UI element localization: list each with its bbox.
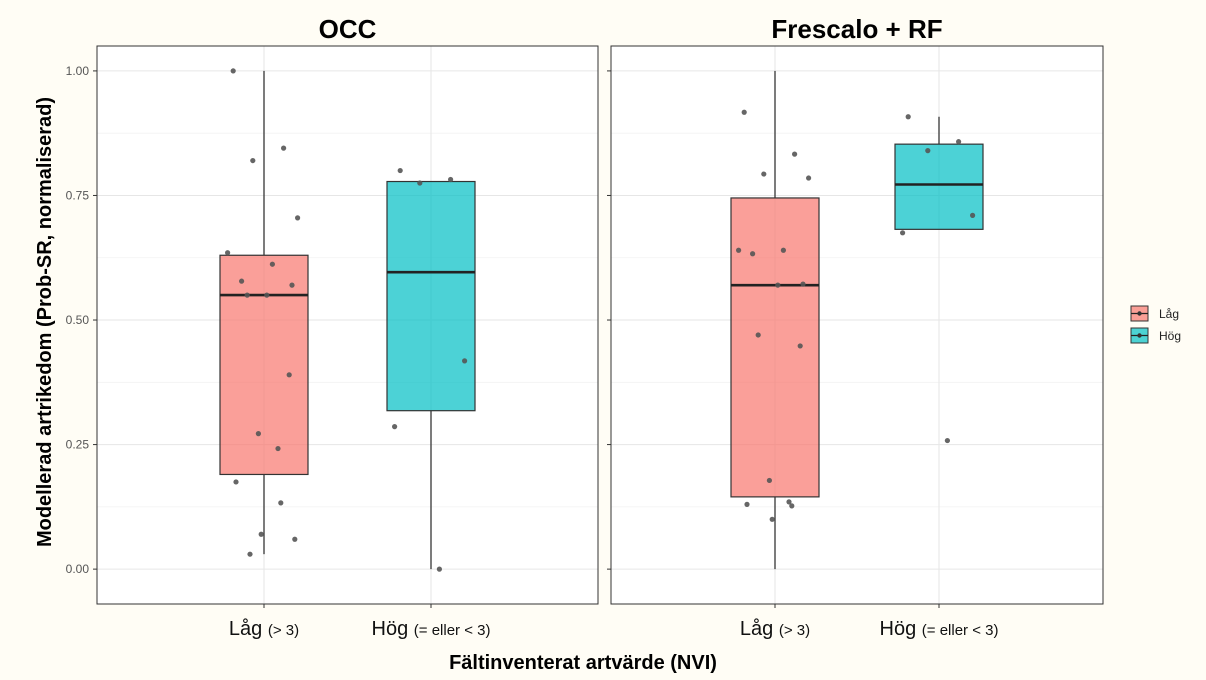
y-tick-label: 0.00 bbox=[66, 562, 90, 576]
data-point bbox=[956, 139, 962, 145]
data-point bbox=[769, 516, 775, 522]
data-point bbox=[792, 151, 798, 157]
panel-background bbox=[611, 46, 1103, 604]
data-point bbox=[230, 68, 236, 74]
data-point bbox=[761, 171, 767, 177]
y-axis-title: Modellerad artrikedom (Prob-SR, normalis… bbox=[34, 97, 56, 547]
data-point bbox=[905, 114, 911, 120]
data-point bbox=[295, 215, 301, 221]
data-point bbox=[269, 261, 275, 267]
data-point bbox=[250, 157, 256, 164]
panel-title: Frescalo + RF bbox=[771, 14, 942, 44]
data-point bbox=[789, 503, 795, 509]
data-point bbox=[278, 500, 284, 506]
data-point bbox=[800, 281, 806, 287]
x-tick-label: Låg (> 3) bbox=[740, 618, 810, 640]
data-point bbox=[264, 292, 270, 298]
data-point bbox=[239, 278, 245, 284]
x-tick-label: Låg (> 3) bbox=[229, 618, 299, 640]
legend-label: Låg bbox=[1159, 307, 1179, 321]
legend-item-låg: Låg bbox=[1130, 305, 1179, 322]
y-tick-label: 0.75 bbox=[66, 188, 90, 202]
data-point bbox=[286, 372, 292, 378]
data-point bbox=[225, 250, 231, 256]
data-point bbox=[255, 431, 261, 437]
box-låg bbox=[730, 197, 820, 498]
data-point bbox=[448, 176, 454, 183]
box-låg bbox=[219, 254, 309, 476]
data-point bbox=[786, 499, 792, 505]
legend-key-point bbox=[1137, 311, 1142, 316]
data-point bbox=[289, 282, 295, 288]
data-point bbox=[275, 445, 281, 452]
facet-panels: 0.00 0.25 0.50 0.75 1.00 Låg (> 3) Hög (= elle… bbox=[66, 14, 1104, 640]
x-tick-label: Hög (= eller < 3) bbox=[372, 618, 491, 640]
data-point bbox=[797, 343, 803, 349]
y-tick-label: 0.50 bbox=[66, 313, 90, 327]
data-point bbox=[775, 282, 781, 288]
data-point bbox=[970, 212, 976, 218]
panel-2: Låg (> 3) Hög (= eller < 3) Frescalo + RF bbox=[607, 14, 1104, 640]
panel-border bbox=[610, 45, 1104, 605]
data-point bbox=[806, 175, 812, 181]
data-point bbox=[247, 551, 253, 557]
data-point bbox=[392, 424, 398, 430]
data-point bbox=[744, 501, 750, 507]
data-point bbox=[281, 145, 287, 151]
data-point bbox=[780, 247, 787, 253]
legend-key-point bbox=[1137, 333, 1142, 338]
legend-label: Hög bbox=[1159, 329, 1181, 343]
data-point bbox=[292, 536, 298, 542]
data-point bbox=[258, 531, 264, 537]
data-point bbox=[741, 109, 747, 115]
x-axis-title: Fältinventerat artvärde (NVI) bbox=[449, 652, 717, 674]
y-tick-label: 0.25 bbox=[66, 438, 90, 452]
legend-item-hög: Hög bbox=[1130, 327, 1181, 344]
legend: Låg Hög bbox=[1130, 305, 1181, 344]
box-hög bbox=[386, 180, 476, 412]
data-point bbox=[397, 167, 403, 174]
data-point bbox=[736, 247, 742, 253]
data-point bbox=[755, 332, 761, 338]
y-tick-label: 1.00 bbox=[66, 64, 90, 78]
data-point bbox=[900, 230, 906, 236]
panel-title: OCC bbox=[319, 14, 377, 44]
data-point bbox=[944, 437, 951, 444]
panel-background bbox=[97, 46, 598, 604]
data-point bbox=[233, 479, 239, 485]
box-hög bbox=[894, 143, 984, 230]
panel-border bbox=[96, 45, 599, 605]
data-point bbox=[417, 180, 423, 186]
data-point bbox=[244, 292, 250, 298]
data-point bbox=[750, 251, 756, 257]
x-tick-label: Hög (= eller < 3) bbox=[880, 618, 999, 640]
panel-1: 0.00 0.25 0.50 0.75 1.00 Låg (> 3) Hög (= elle… bbox=[66, 14, 599, 640]
data-point bbox=[436, 566, 442, 572]
data-point bbox=[766, 477, 773, 484]
data-point bbox=[462, 358, 468, 364]
data-point bbox=[925, 148, 931, 154]
